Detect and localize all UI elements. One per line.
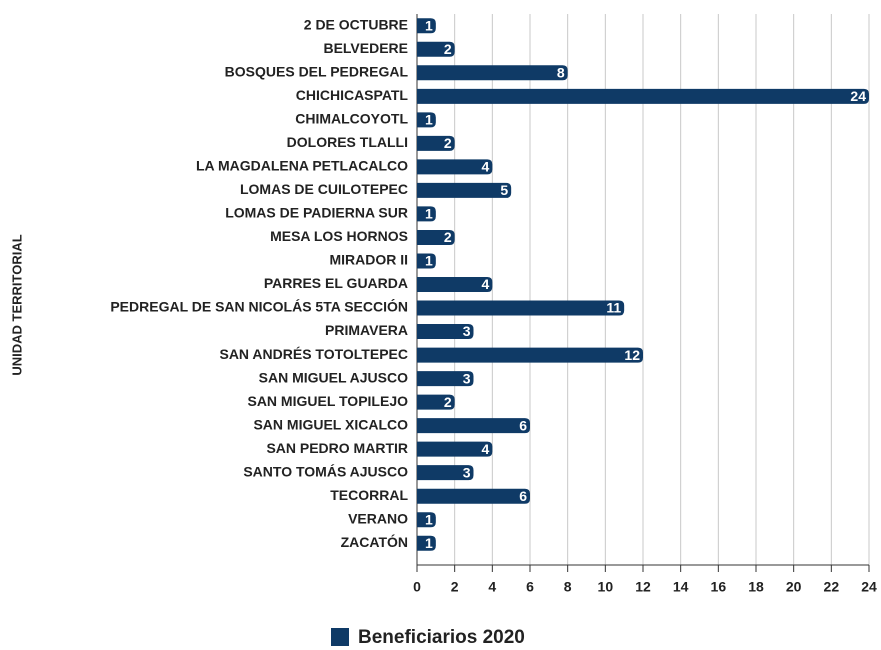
bar [417,88,869,104]
data-label: 12 [624,347,640,363]
legend-label: Beneficiarios 2020 [358,627,525,648]
data-label: 2 [444,229,452,245]
bar [417,135,455,151]
y-tick-label: PEDREGAL DE SAN NICOLÁS 5TA SECCIÓN [110,298,408,315]
data-label: 1 [425,253,433,269]
data-label: 6 [519,488,527,504]
x-tick-label: 6 [526,579,534,595]
y-tick-label: MESA LOS HORNOS [270,228,408,244]
y-tick-label: TECORRAL [330,487,408,503]
bar [417,41,455,57]
bar [417,371,474,387]
x-tick-label: 8 [564,579,572,595]
data-label: 1 [425,511,433,527]
bar [417,465,474,481]
data-label: 1 [425,112,433,128]
x-tick-label: 20 [786,579,802,595]
x-tick-label: 14 [673,579,689,595]
y-tick-label: SAN MIGUEL AJUSCO [259,369,408,385]
bar [417,65,568,81]
x-tick-label: 4 [488,579,496,595]
bar [417,535,436,551]
data-label: 2 [444,394,452,410]
bar [417,512,436,528]
bar [417,347,643,363]
y-tick-label: LOMAS DE CUILOTEPEC [240,181,408,197]
data-label: 11 [606,300,621,316]
bar [417,112,436,128]
bar [417,324,474,340]
bar [417,488,530,504]
bar [417,277,493,292]
x-tick-label: 10 [598,579,614,595]
y-tick-label: BELVEDERE [323,40,408,56]
y-tick-label: LOMAS DE PADIERNA SUR [225,205,408,221]
x-tick-label: 12 [635,579,651,595]
legend-swatch [331,628,349,646]
y-tick-label: 2 DE OCTUBRE [304,16,408,32]
data-label: 4 [482,441,490,457]
data-label: 24 [850,88,866,104]
data-label: 1 [425,535,433,551]
x-tick-label: 16 [711,579,727,595]
y-tick-label: PARRES EL GUARDA [264,275,408,291]
bar [417,418,530,434]
data-label: 3 [463,464,471,480]
data-label: 3 [463,323,471,339]
y-tick-label: LA MAGDALENA PETLACALCO [196,158,408,174]
bar [417,394,455,410]
x-tick-label: 2 [451,579,459,595]
y-tick-label: SAN MIGUEL TOPILEJO [247,393,408,409]
y-tick-label: MIRADOR II [329,252,408,268]
x-tick-label: 24 [861,579,877,595]
bar [417,253,436,269]
data-label: 4 [482,159,490,175]
y-tick-label: CHIMALCOYOTL [295,111,408,127]
bar [417,441,493,457]
y-tick-label: BOSQUES DEL PEDREGAL [225,64,409,80]
data-label: 4 [482,276,490,292]
y-tick-label: SAN MIGUEL XICALCO [253,416,408,432]
y-tick-label: PRIMAVERA [325,322,408,338]
data-label: 2 [444,135,452,151]
bar [417,159,493,175]
bar [417,18,436,34]
y-tick-label: ZACATÓN [341,533,408,550]
y-tick-label: SAN PEDRO MARTIR [266,440,408,456]
x-tick-label: 18 [748,579,764,595]
bar [417,206,436,222]
x-tick-label: 0 [413,579,421,595]
data-label: 6 [519,417,527,433]
y-tick-label: CHICHICASPATL [296,87,409,103]
data-label: 3 [463,370,471,386]
y-tick-label: VERANO [348,510,408,526]
bar [417,300,625,316]
bar [417,229,455,245]
y-tick-label: SANTO TOMÁS AJUSCO [243,463,408,479]
y-axis-label: UNIDAD TERRITORIAL [9,234,24,375]
y-tick-label: DOLORES TLALLI [287,134,408,150]
data-label: 8 [557,65,565,81]
x-tick-label: 22 [824,579,840,595]
data-label: 2 [444,41,452,57]
data-label: 1 [425,206,433,222]
y-tick-label: SAN ANDRÉS TOTOLTEPEC [219,346,408,362]
data-label: 5 [500,182,508,198]
bar [417,182,512,198]
data-label: 1 [425,17,433,33]
